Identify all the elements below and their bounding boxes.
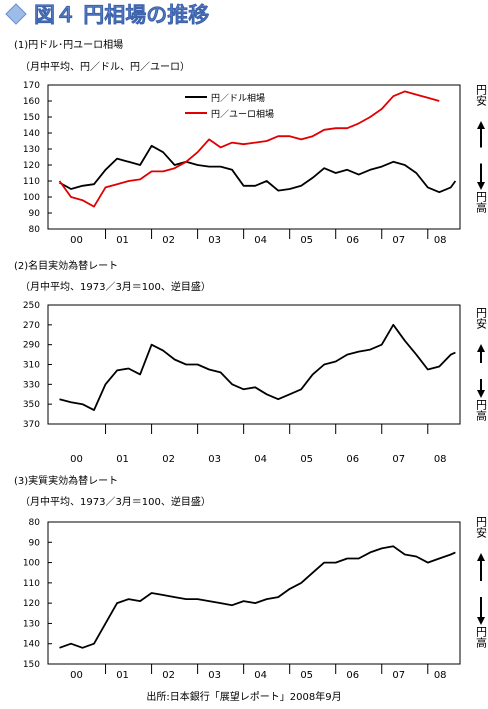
x-tick-label: 02 [162, 670, 175, 681]
x-tick-label: 08 [434, 235, 447, 246]
x-tick-label: 08 [434, 670, 447, 681]
x-tick-label: 03 [208, 235, 221, 246]
arrow-up-icon [477, 344, 485, 352]
series-line-1 [59, 144, 457, 194]
y-tick-label: 90 [29, 538, 41, 548]
side-label-top: 円安 [475, 307, 488, 330]
plot-frame [47, 84, 461, 230]
x-tick-label: 03 [208, 670, 221, 681]
x-tick-label: 06 [346, 454, 359, 465]
y-tick-label: 160 [23, 97, 40, 107]
panel-subtitle: （月中平均、1973／3月＝100、逆目盛） [20, 495, 211, 508]
figure-title-group: 図４ 円相場の推移 [5, 3, 210, 27]
diamond-icon [5, 3, 27, 25]
series-line-1 [59, 545, 456, 649]
y-tick-label: 130 [23, 619, 40, 629]
panel-subtitle: （月中平均、円／ドル、円／ユーロ） [20, 60, 190, 73]
y-tick-label: 130 [23, 145, 40, 155]
figure-title: 図４ 円相場の推移 [34, 3, 209, 27]
y-tick-label: 100 [23, 559, 40, 569]
x-tick-label: 03 [208, 454, 221, 465]
y-tick-label: 80 [29, 225, 41, 235]
side-label-bottom: 円高 [475, 399, 488, 422]
x-tick-label: 07 [392, 235, 405, 246]
y-tick-label: 150 [23, 113, 40, 123]
x-tick-label: 02 [162, 454, 175, 465]
y-tick-label: 330 [23, 380, 40, 390]
y-tick-label: 310 [23, 361, 40, 371]
x-tick-label: 02 [162, 235, 175, 246]
y-tick-label: 120 [23, 161, 40, 171]
arrow-up-icon [477, 553, 485, 561]
arrow-up-icon [477, 121, 485, 129]
x-tick-label: 08 [434, 454, 447, 465]
x-tick-label: 01 [116, 235, 129, 246]
x-tick-label: 05 [300, 454, 313, 465]
x-tick-label: 01 [116, 670, 129, 681]
series-line-2 [58, 90, 440, 208]
y-tick-label: 110 [23, 177, 40, 187]
side-label-top: 円安 [475, 84, 488, 107]
panel-subtitle: （月中平均、1973／3月＝100、逆目盛） [20, 280, 211, 293]
side-label-top: 円安 [475, 516, 488, 539]
x-tick-label: 01 [116, 454, 129, 465]
x-tick-label: 05 [300, 670, 313, 681]
arrow-down-icon [477, 182, 485, 190]
y-tick-label: 270 [23, 321, 40, 331]
panel-title: (3)実質実効為替レート [14, 474, 118, 487]
chart-panel-3: (3)実質実効為替レート （月中平均、1973／3月＝100、逆目盛） 80 90 10… [14, 474, 488, 681]
x-tick-label: 07 [392, 670, 405, 681]
series-line-1 [59, 323, 456, 411]
arrow-down-icon [477, 617, 485, 625]
y-tick-label: 140 [23, 640, 40, 650]
y-tick-label: 90 [29, 209, 41, 219]
side-label-bottom: 円高 [475, 626, 488, 649]
y-tick-label: 140 [23, 129, 40, 139]
y-tick-label: 150 [23, 660, 40, 670]
y-tick-label: 250 [23, 301, 40, 311]
plot-frame [47, 304, 461, 425]
plot-frame [47, 521, 461, 665]
y-tick-label: 80 [29, 518, 41, 528]
y-tick-label: 350 [23, 400, 40, 410]
x-tick-label: 00 [70, 454, 83, 465]
arrow-down-icon [477, 390, 485, 398]
source-note: 出所:日本銀行「展望レポート」2008年9月 [146, 690, 341, 703]
x-tick-label: 04 [254, 454, 267, 465]
y-tick-label: 110 [23, 579, 40, 589]
x-tick-label: 06 [346, 235, 359, 246]
y-tick-label: 120 [23, 599, 40, 609]
legend-label: 円／ユーロ相場 [211, 108, 274, 120]
y-tick-label: 100 [23, 193, 40, 203]
chart-panel-1: (1)円ドル･円ユーロ相場 （月中平均、円／ドル、円／ユーロ） 80 90 100 110… [14, 38, 488, 246]
side-label-bottom: 円高 [475, 191, 488, 214]
x-tick-label: 05 [300, 235, 313, 246]
legend-label: 円／ドル相場 [211, 92, 265, 104]
x-tick-label: 00 [70, 670, 83, 681]
x-tick-label: 00 [70, 235, 83, 246]
y-tick-label: 370 [23, 420, 40, 430]
panel-title: (1)円ドル･円ユーロ相場 [14, 38, 123, 51]
chart-panel-2: (2)名目実効為替レート （月中平均、1973／3月＝100、逆目盛） 250 270… [14, 259, 488, 465]
panel-title: (2)名目実効為替レート [14, 259, 118, 272]
x-tick-label: 07 [392, 454, 405, 465]
x-tick-label: 04 [254, 235, 267, 246]
y-tick-label: 290 [23, 341, 40, 351]
x-tick-label: 04 [254, 670, 267, 681]
x-tick-label: 06 [346, 670, 359, 681]
y-tick-label: 170 [23, 81, 40, 91]
